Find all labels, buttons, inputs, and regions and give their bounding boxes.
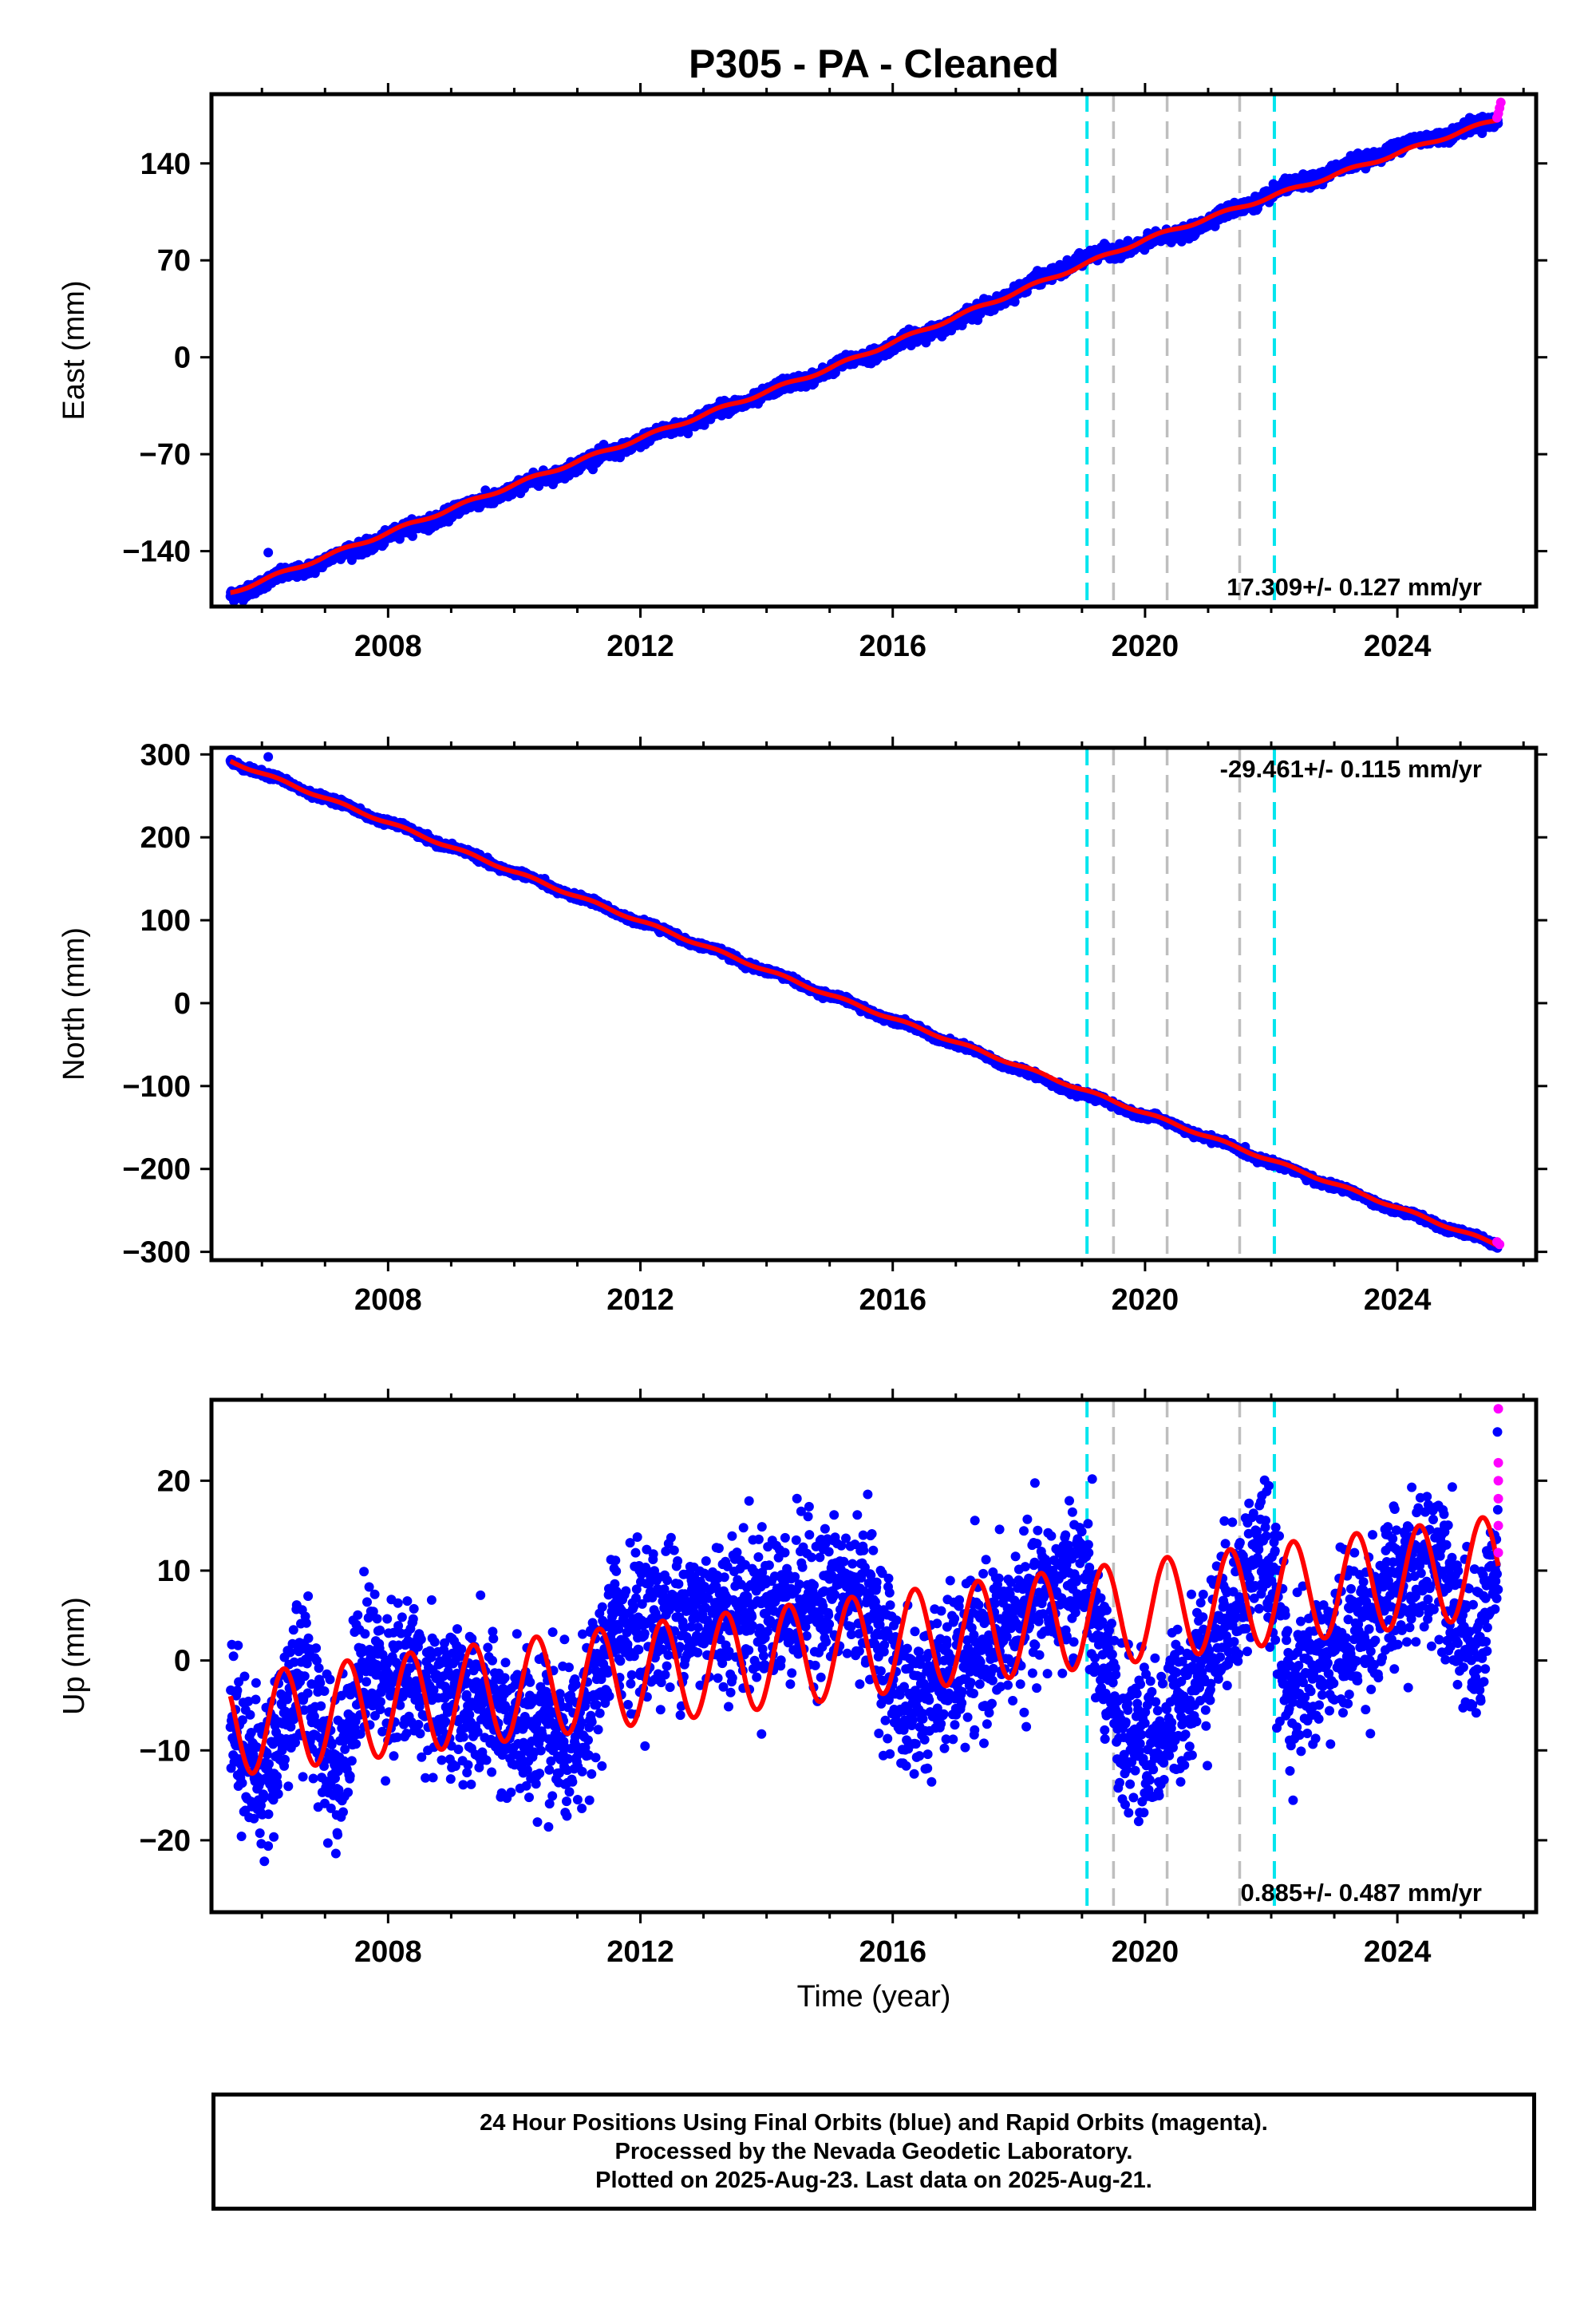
y-tick-label: 0 — [174, 1645, 191, 1678]
event-lines — [1085, 748, 1276, 1260]
outlier-point — [263, 752, 274, 762]
final-orbit-points — [225, 1427, 1503, 1867]
x-tick-label: 2016 — [859, 630, 926, 663]
y-tick-label: −140 — [122, 536, 191, 569]
y-tick-label: −10 — [140, 1734, 191, 1768]
y-tick-label: 10 — [157, 1555, 191, 1588]
y-tick-label: 20 — [157, 1464, 191, 1498]
figure-title: P305 - PA - Cleaned — [689, 41, 1059, 86]
final-orbit-cloud — [225, 1427, 1503, 1867]
rapid-orbit-point — [1493, 1493, 1503, 1504]
east-panel: 2008 2012 2016 2020 2024 140 70 0 −70 −140 East (m… — [57, 83, 1547, 663]
x-axis-title: Time (year) — [797, 1980, 951, 2014]
x-tick-label: 2008 — [354, 1283, 422, 1317]
y-tick-label: 70 — [157, 244, 191, 278]
x-tick-label: 2012 — [606, 1283, 674, 1317]
model-fit-line — [227, 1515, 1501, 1776]
final-orbit-cloud — [225, 112, 1503, 607]
caption-box: 24 Hour Positions Using Final Orbits (bl… — [211, 2093, 1536, 2211]
panel-frame — [209, 92, 1539, 609]
rapid-orbit-points — [1491, 1237, 1505, 1250]
rapid-orbit-point — [1493, 1547, 1503, 1558]
up-panel: 2008 2012 2016 2020 2024 20 10 0 −10 −20 Up (mm) 0.… — [57, 1389, 1547, 1969]
x-tick-label: 2024 — [1364, 1935, 1432, 1969]
rapid-orbit-points — [1493, 1404, 1503, 1558]
y-tick-label: −100 — [122, 1070, 191, 1104]
y-tick-label: 100 — [140, 904, 191, 938]
y-axis-label: East (mm) — [57, 280, 91, 420]
y-tick-label: −20 — [140, 1824, 191, 1858]
x-tick-label: 2012 — [606, 1935, 674, 1969]
x-tick-label: 2012 — [606, 630, 674, 663]
x-tick-label: 2020 — [1112, 630, 1179, 663]
x-tick-label: 2008 — [354, 1935, 422, 1969]
x-tick-label: 2016 — [859, 1283, 926, 1317]
panel-frame — [209, 1397, 1539, 1915]
rate-label: 0.885+/- 0.487 mm/yr — [1241, 1879, 1482, 1907]
y-tick-label: 0 — [174, 987, 191, 1021]
x-tick-label: 2024 — [1364, 1283, 1432, 1317]
y-tick-label: −200 — [122, 1153, 191, 1187]
rapid-orbit-point — [1495, 1239, 1505, 1250]
rapid-orbit-point — [1493, 1457, 1503, 1468]
caption-line-3: Plotted on 2025-Aug-23. Last data on 202… — [595, 2168, 1152, 2193]
rate-label: 17.309+/- 0.127 mm/yr — [1227, 573, 1482, 601]
y-tick-label: −70 — [140, 438, 191, 472]
y-axis: 140 70 0 −70 −140 — [122, 148, 1547, 569]
y-tick-label: 140 — [140, 148, 191, 181]
model-fit-line — [228, 117, 1500, 595]
north-panel: 2008 2012 2016 2020 2024 300 200 100 0 −100 −200 −3… — [57, 737, 1547, 1317]
rapid-orbit-point — [1493, 1476, 1503, 1486]
x-tick-label: 2016 — [859, 1935, 926, 1969]
y-tick-label: 300 — [140, 738, 191, 772]
rapid-orbit-points — [1491, 97, 1506, 123]
y-axis: 20 10 0 −10 −20 — [140, 1464, 1547, 1858]
rapid-orbit-point — [1495, 97, 1506, 108]
x-axis: 2008 2012 2016 2020 2024 — [260, 1389, 1525, 1969]
x-axis: 2008 2012 2016 2020 2024 — [260, 83, 1525, 663]
y-tick-label: 0 — [174, 342, 191, 375]
x-axis: 2008 2012 2016 2020 2024 — [260, 737, 1525, 1317]
y-tick-label: −300 — [122, 1236, 191, 1270]
x-tick-label: 2008 — [354, 630, 422, 663]
event-lines — [1085, 94, 1276, 607]
x-tick-label: 2020 — [1112, 1935, 1179, 1969]
x-tick-label: 2024 — [1364, 630, 1432, 663]
outlier-point — [263, 547, 274, 558]
model-fit-line — [228, 758, 1500, 1248]
rate-label: -29.461+/- 0.115 mm/yr — [1220, 755, 1482, 783]
y-axis-label: North (mm) — [57, 927, 91, 1081]
y-axis: 300 200 100 0 −100 −200 −300 — [122, 738, 1547, 1270]
y-axis-label: Up (mm) — [57, 1597, 91, 1715]
rapid-orbit-point — [1493, 1404, 1503, 1414]
rapid-orbit-point — [1493, 1520, 1503, 1531]
caption-line-1: 24 Hour Positions Using Final Orbits (bl… — [480, 2110, 1268, 2136]
final-orbit-points — [225, 112, 1503, 607]
y-tick-label: 200 — [140, 821, 191, 855]
x-tick-label: 2020 — [1112, 1283, 1179, 1317]
caption-line-2: Processed by the Nevada Geodetic Laborat… — [614, 2139, 1133, 2164]
